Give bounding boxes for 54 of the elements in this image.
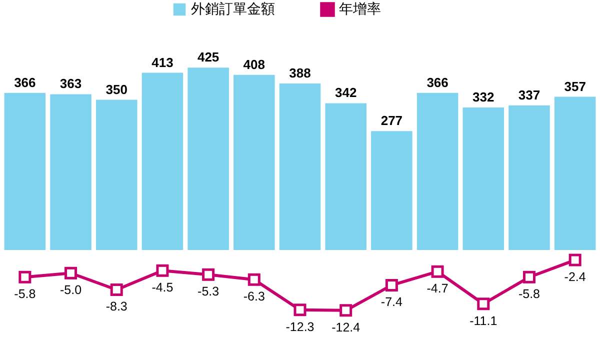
data-label: 363 xyxy=(60,76,82,92)
bar xyxy=(508,105,550,250)
data-label: 277 xyxy=(380,113,403,128)
bar xyxy=(371,131,412,250)
data-label: -4.5 xyxy=(152,280,174,295)
legend-label: 年增率 xyxy=(339,0,381,16)
bar xyxy=(462,108,504,250)
data-label: -5.8 xyxy=(14,287,36,302)
bar xyxy=(96,100,138,250)
data-label: -4.7 xyxy=(426,282,448,296)
bar xyxy=(188,68,229,250)
point xyxy=(294,304,306,316)
bar xyxy=(554,96,596,250)
point xyxy=(156,264,169,277)
data-label: -2.4 xyxy=(564,270,586,284)
data-label: -5.3 xyxy=(198,284,220,299)
bar xyxy=(142,72,184,250)
data-label: 413 xyxy=(152,54,174,70)
data-label: 342 xyxy=(334,85,357,100)
data-label: -8.3 xyxy=(106,300,128,314)
point xyxy=(248,273,260,286)
bar xyxy=(4,92,46,250)
point xyxy=(110,283,123,296)
point xyxy=(385,278,398,292)
point xyxy=(522,270,536,284)
data-label: 366 xyxy=(14,74,36,90)
data-label: 425 xyxy=(197,50,220,65)
data-label: 337 xyxy=(518,87,540,102)
point xyxy=(431,265,444,278)
bar xyxy=(234,74,275,250)
data-label: 388 xyxy=(289,65,311,80)
point xyxy=(18,270,32,284)
data-label: 332 xyxy=(472,90,494,105)
data-label: 357 xyxy=(564,78,586,94)
data-label: 366 xyxy=(426,74,448,90)
data-label: -6.3 xyxy=(243,290,265,304)
bar xyxy=(50,94,92,250)
point xyxy=(340,304,352,317)
bar xyxy=(325,103,366,250)
point xyxy=(64,266,78,280)
data-label: -5.8 xyxy=(518,287,540,302)
bar xyxy=(279,83,321,250)
data-label: -12.4 xyxy=(332,320,360,334)
point xyxy=(568,254,582,266)
point xyxy=(202,268,215,281)
data-label: -11.1 xyxy=(470,314,498,328)
data-label: -5.0 xyxy=(60,283,82,298)
point xyxy=(477,298,490,310)
data-label: -7.4 xyxy=(380,295,403,310)
bar xyxy=(416,92,458,250)
data-label: -12.3 xyxy=(286,320,314,334)
legend-label: 外銷訂單金額 xyxy=(191,0,275,16)
data-label: 350 xyxy=(106,82,128,97)
data-label: 408 xyxy=(243,56,266,72)
